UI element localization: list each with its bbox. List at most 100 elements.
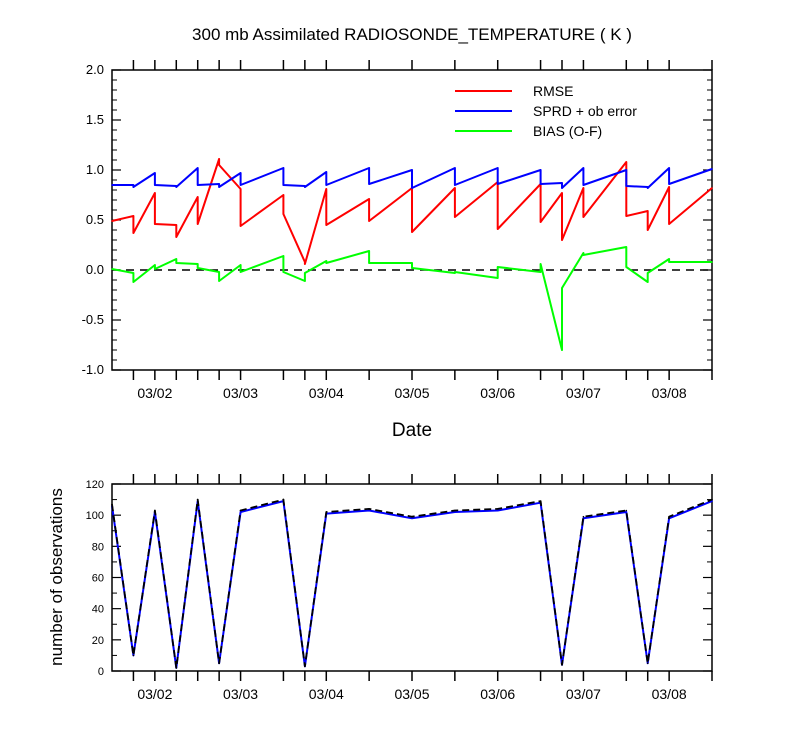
top-series-point-2 [539,263,542,265]
bottom-ytick-label: 40 [92,604,104,616]
top-series-point-1 [111,184,113,186]
top-series-point-1 [196,184,199,186]
top-series-point-1 [625,169,628,171]
top-series-point-1 [668,183,670,185]
bottom-series-point-1 [711,498,713,501]
x-axis-label: Date [392,420,432,441]
top-series-point-2 [304,280,306,282]
top-series-point-2 [711,261,713,263]
top-series-point-1 [711,168,713,170]
top-series-point-0 [454,216,456,218]
top-series-point-0 [111,220,113,222]
chart-title: 300 mb Assimilated RADIOSONDE_TEMPERATUR… [192,25,632,44]
bottom-series-point-1 [132,654,135,657]
top-ytick-label: 0.0 [86,262,104,277]
bottom-series-point-0 [368,509,370,512]
bottom-series-point-1 [239,509,242,512]
top-series-point-0 [154,192,156,194]
top-series-point-1 [411,169,413,171]
top-series-point-0 [454,187,456,189]
top-series-point-1 [132,186,135,188]
bottom-series-point-0 [496,509,499,512]
top-series-point-0 [196,196,199,198]
top-series-line-0 [111,158,713,265]
bottom-series-point-1 [454,509,456,512]
bottom-series-line-1 [111,498,713,669]
bottom-series-point-1 [411,515,413,518]
top-series-point-1 [154,184,156,186]
top-series-point-0 [304,263,306,265]
top-series-point-0 [411,231,413,233]
bottom-ytick-label: 20 [92,635,104,647]
top-series-point-2 [132,281,135,283]
top-series-point-2 [411,267,413,269]
bottom-series-point-0 [239,511,242,513]
top-series-point-0 [625,161,628,163]
top-series-point-1 [496,167,499,169]
top-series-point-2 [625,266,628,268]
top-series-point-1 [561,182,563,184]
top-series-point-2 [239,271,242,273]
top-series-point-2 [411,262,413,264]
top-series-point-2 [668,258,670,260]
bottom-ytick-label: 0 [98,666,104,678]
top-series-point-0 [582,187,585,189]
bottom-ytick-label: 120 [86,479,104,491]
bottom-series-point-1 [196,498,199,501]
bottom-series-point-1 [325,511,328,513]
top-series-point-1 [411,187,413,189]
top-series-point-1 [646,187,649,189]
top-series-point-1 [218,186,220,188]
legend: RMSE SPRD + ob error BIAS (O-F) [455,83,637,139]
top-series-point-0 [668,223,670,225]
top-series-point-1 [539,169,542,171]
top-series-point-0 [646,229,649,231]
top-series-point-1 [539,183,542,185]
top-ytick-label: 2.0 [86,62,104,77]
top-series-point-1 [239,172,242,174]
top-ytick-label: 1.0 [86,162,104,177]
top-series-point-0 [368,198,370,200]
top-xtick-label: 03/07 [566,385,601,401]
bottom-series-point-1 [625,509,628,512]
bottom-series [111,498,713,669]
top-series-point-1 [368,167,370,169]
top-series-point-1 [175,186,178,188]
bottom-ytick-label: 100 [86,510,104,522]
bottom-series-point-0 [411,517,413,520]
top-series-line-1 [112,167,713,189]
bottom-series-point-1 [282,498,285,501]
top-series-point-0 [368,220,370,222]
top-series-point-2 [175,258,178,260]
top-series-point-1 [218,183,220,185]
legend-label-sprd: SPRD + ob error [533,103,637,119]
top-xtick-label: 03/04 [309,385,344,401]
top-series-point-2 [132,272,135,274]
top-xtick-label: 03/02 [137,385,172,401]
top-series-point-2 [196,267,199,269]
top-series-point-2 [625,246,628,248]
top-series-point-2 [561,287,563,289]
top-series-point-0 [539,221,542,223]
top-series-point-2 [646,272,649,274]
top-series-point-2 [496,266,499,268]
top-series-point-2 [239,264,242,266]
bottom-xtick-label: 03/02 [137,686,172,702]
top-ytick-label: -1.0 [82,362,104,377]
top-series-point-2 [582,252,585,254]
top-ytick-label: -0.5 [82,312,104,327]
top-series-point-0 [496,228,499,230]
bottom-series-point-1 [368,508,370,510]
top-series-point-1 [561,187,563,189]
top-series-point-2 [582,254,585,256]
top-series-line-2 [111,246,712,351]
bottom-xtick-label: 03/07 [566,686,601,702]
top-xtick-label: 03/06 [480,385,515,401]
top-series-point-1 [282,184,285,186]
top-series-point-1 [625,185,628,187]
top-series-point-0 [154,223,156,225]
top-series-point-1 [304,186,306,188]
top-series-point-2 [154,268,156,270]
top-series-point-1 [196,167,199,169]
bottom-series-point-1 [304,665,306,668]
